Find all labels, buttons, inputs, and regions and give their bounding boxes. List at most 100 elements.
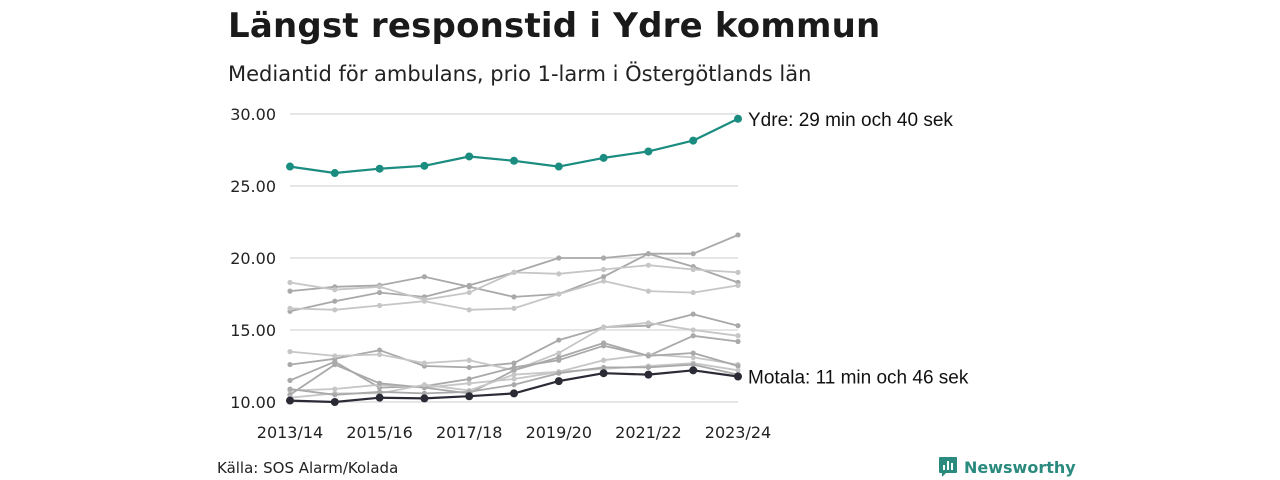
highlighted-series bbox=[286, 114, 742, 406]
background-series-5-point bbox=[377, 347, 383, 353]
ydre-series-point bbox=[375, 164, 384, 173]
background-series-2-point bbox=[287, 288, 293, 294]
background-series-8-point bbox=[466, 380, 472, 386]
x-axis-ticks: 2013/14 2015/16 2017/18 2019/20 2021/22 2023/… bbox=[257, 423, 771, 442]
source-note: Källa: SOS Alarm/Kolada bbox=[217, 459, 399, 477]
background-series-3-point bbox=[690, 266, 696, 273]
ydre-annotation: Ydre: 29 min och 40 sek bbox=[748, 110, 953, 131]
y-tick-label: 30.00 bbox=[230, 105, 276, 124]
background-series-3-point bbox=[466, 289, 472, 296]
background-series-9-point bbox=[332, 361, 338, 368]
background-series-4-point bbox=[511, 305, 517, 311]
ydre-series-point bbox=[599, 153, 608, 162]
y-axis-ticks: 10.00 15.00 20.00 25.00 30.00 bbox=[230, 105, 276, 412]
background-series-9-point bbox=[601, 340, 607, 346]
background-series-5-point bbox=[287, 361, 293, 368]
background-series-2-point bbox=[601, 274, 607, 280]
y-tick-label: 20.00 bbox=[230, 249, 276, 268]
background-series-10-point bbox=[735, 367, 741, 373]
background-series-10-point bbox=[421, 382, 427, 388]
background-series-3-point bbox=[511, 269, 517, 275]
ydre-series-point bbox=[286, 162, 294, 171]
background-series-10-point bbox=[511, 372, 517, 378]
ydre-series-line bbox=[289, 117, 739, 175]
ydre-series-point bbox=[465, 152, 474, 161]
background-series-3-point bbox=[601, 266, 607, 273]
background-series-6-point bbox=[377, 351, 383, 358]
chart-subtitle: Mediantid för ambulans, prio 1-larm i Ös… bbox=[228, 62, 812, 86]
motala-annotation: Motala: 11 min och 46 sek bbox=[748, 368, 969, 389]
background-series-1-point bbox=[332, 298, 338, 304]
background-series-1-point bbox=[377, 289, 383, 296]
background-series-4-point bbox=[332, 307, 338, 313]
background-series-4-point bbox=[377, 302, 383, 309]
background-series-3-point bbox=[377, 284, 383, 290]
background-series-4-point bbox=[421, 298, 427, 304]
background-series-11-point bbox=[287, 386, 293, 392]
background-series-3-point bbox=[645, 262, 652, 268]
ydre-series-point bbox=[734, 114, 742, 123]
background-series-5-point bbox=[511, 360, 517, 366]
ydre-series-point bbox=[510, 156, 518, 165]
motala-series-point bbox=[465, 392, 474, 401]
background-series-6-point bbox=[287, 349, 293, 355]
motala-series-point bbox=[599, 369, 608, 378]
background-series-4-point bbox=[601, 278, 607, 284]
background-series-7-point bbox=[735, 338, 741, 345]
motala-series-point bbox=[510, 389, 518, 398]
brand-name: Newsworthy bbox=[964, 457, 1076, 477]
motala-series-point bbox=[734, 372, 742, 381]
background-series-2-point bbox=[466, 284, 472, 290]
background-series-9-point bbox=[690, 350, 696, 356]
background-series-7-point bbox=[690, 333, 696, 339]
ydre-series-point bbox=[330, 169, 339, 178]
background-series-5-line bbox=[289, 313, 739, 369]
background-series-1-point bbox=[556, 255, 562, 261]
background-series-8-point bbox=[601, 357, 607, 363]
background-series-9-point bbox=[377, 380, 383, 386]
background-series-11-point bbox=[511, 382, 517, 388]
background-series-9-point bbox=[735, 363, 741, 369]
background-series-2-point bbox=[645, 251, 652, 257]
background-series-7-point bbox=[287, 377, 293, 383]
background-series-11-point bbox=[556, 370, 562, 376]
background-series-5-point bbox=[466, 364, 472, 371]
background-series-2-point bbox=[421, 274, 427, 280]
newsworthy-logo-icon bbox=[939, 457, 957, 477]
background-series-4-point bbox=[735, 282, 741, 288]
background-series-11-point bbox=[645, 364, 652, 371]
background-series-6-point bbox=[601, 324, 607, 330]
background-series-3-point bbox=[332, 287, 338, 293]
y-tick-label: 15.00 bbox=[230, 321, 276, 340]
background-series-5-point bbox=[690, 311, 696, 317]
background-series-2-point bbox=[511, 294, 517, 300]
background-series-11-point bbox=[377, 389, 383, 395]
background-series-4-point bbox=[466, 307, 472, 313]
background-series-4-point bbox=[645, 288, 652, 294]
background-series-1-point bbox=[735, 232, 741, 238]
x-tick-label: 2013/14 bbox=[257, 423, 323, 442]
motala-series-point bbox=[375, 393, 384, 402]
ydre-series-point bbox=[420, 161, 429, 170]
motala-series-point bbox=[554, 377, 563, 386]
y-tick-label: 10.00 bbox=[230, 393, 276, 412]
background-series-9-point bbox=[645, 353, 652, 359]
background-series-8-point bbox=[511, 376, 517, 382]
background-series-3-point bbox=[735, 269, 741, 275]
background-series-5-point bbox=[556, 337, 562, 343]
brand-logo[interactable]: Newsworthy bbox=[938, 456, 1076, 478]
background-series-11-point bbox=[332, 392, 338, 398]
series-annotations: Ydre: 29 min och 40 sek Motala: 11 min oc… bbox=[748, 110, 969, 389]
background-series-6-point bbox=[735, 333, 741, 339]
background-series-6-point bbox=[421, 360, 427, 366]
background-series-6-point bbox=[556, 350, 562, 356]
background-series-7-point bbox=[466, 376, 472, 382]
ydre-series-point bbox=[644, 147, 653, 156]
x-tick-label: 2019/20 bbox=[526, 423, 592, 442]
background-series-6-point bbox=[466, 357, 472, 363]
background-series-8-point bbox=[690, 354, 696, 360]
background-series-11-point bbox=[690, 361, 696, 368]
background-series-3-point bbox=[287, 279, 293, 286]
background-series-8-point bbox=[332, 386, 338, 392]
